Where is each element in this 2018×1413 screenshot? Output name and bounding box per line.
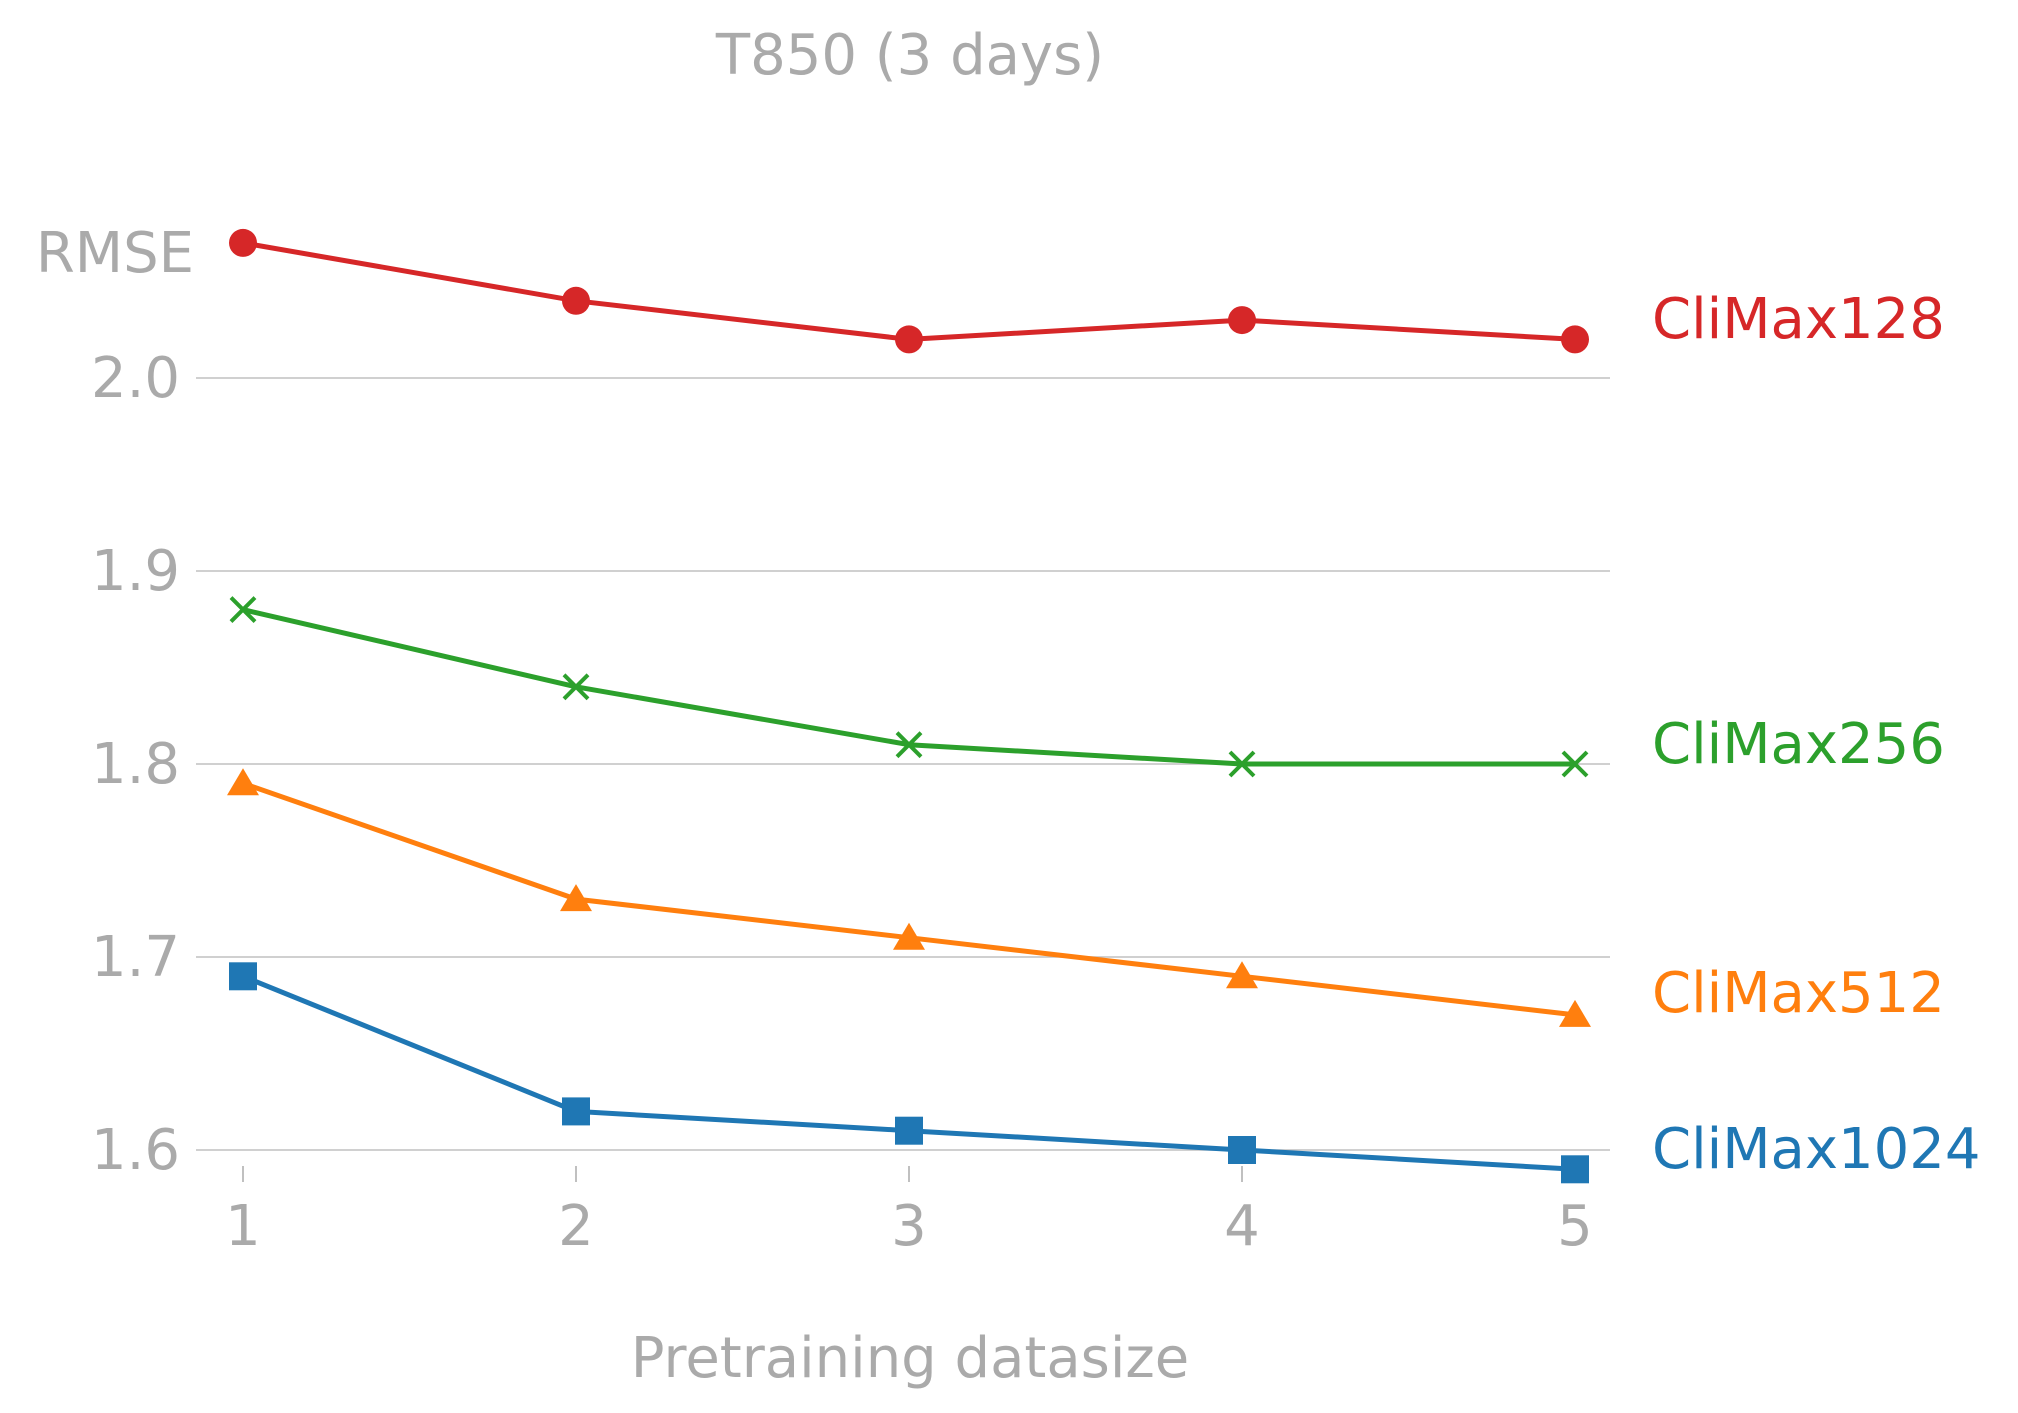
- y-tick-labels: 1.6 1.7 1.8 1.9 2.0: [91, 346, 180, 1183]
- data-point: [562, 1097, 590, 1126]
- series-labels: CliMax128 CliMax256 CliMax512 CliMax1024: [1652, 287, 1981, 1182]
- series-line: [242, 607, 1575, 767]
- x-tick-label: 5: [1557, 1194, 1593, 1259]
- series-climax512: [227, 768, 1591, 1027]
- data-point: [229, 228, 257, 257]
- chart-title: T850 (3 days): [715, 23, 1104, 88]
- y-tick-label: 1.7: [91, 925, 180, 990]
- series-line: [242, 240, 1576, 342]
- data-point: [895, 731, 923, 759]
- data-point: [1228, 750, 1256, 778]
- x-tick-label: 4: [1224, 1194, 1260, 1259]
- series-climax256: [229, 596, 1589, 778]
- data-point: [895, 1116, 923, 1145]
- series-label: CliMax256: [1652, 712, 1945, 777]
- series-group: [227, 228, 1591, 1184]
- series-label: CliMax1024: [1652, 1117, 1981, 1182]
- data-point: [1561, 1155, 1589, 1184]
- data-point: [562, 673, 590, 701]
- y-axis-label: RMSE: [36, 221, 194, 286]
- data-point: [229, 962, 257, 991]
- x-tick-label: 3: [891, 1194, 927, 1259]
- x-ticks: 1 2 3 4 5: [225, 1166, 1593, 1259]
- series-line: [242, 780, 1576, 1018]
- grid-lines: [196, 377, 1610, 1151]
- x-tick-label: 2: [558, 1194, 594, 1259]
- data-point: [893, 922, 925, 950]
- series-climax128: [229, 228, 1589, 354]
- series-label: CliMax128: [1652, 287, 1945, 352]
- data-point: [560, 884, 592, 912]
- x-axis-label: Pretraining datasize: [631, 1326, 1190, 1391]
- y-tick-label: 1.8: [91, 732, 180, 797]
- data-point: [1561, 750, 1589, 778]
- x-tick-label: 1: [225, 1194, 261, 1259]
- data-point: [1559, 999, 1591, 1027]
- y-tick-label: 1.6: [91, 1118, 180, 1183]
- data-point: [227, 768, 259, 796]
- data-point: [1561, 325, 1589, 354]
- data-point: [229, 596, 257, 624]
- data-point: [562, 286, 590, 315]
- series-climax1024: [229, 962, 1589, 1184]
- y-tick-label: 2.0: [91, 346, 180, 411]
- data-point: [1228, 1136, 1256, 1164]
- data-point: [1226, 961, 1258, 989]
- y-tick-label: 1.9: [91, 539, 180, 604]
- series-label: CliMax512: [1652, 961, 1945, 1026]
- data-point: [1228, 306, 1256, 335]
- data-point: [895, 325, 923, 354]
